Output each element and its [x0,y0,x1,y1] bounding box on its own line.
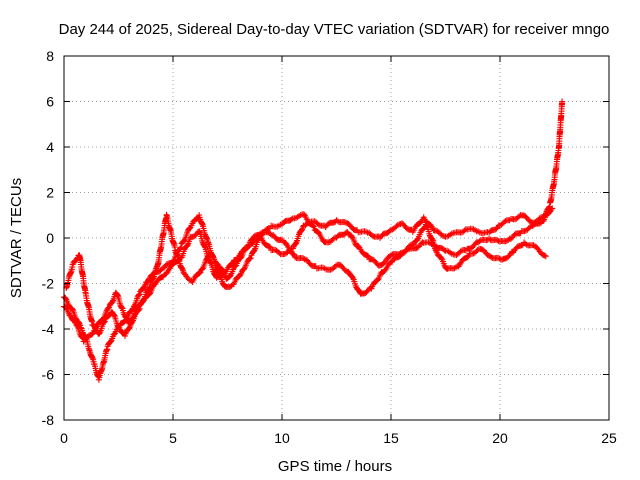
y-tick-label: 6 [46,94,54,110]
y-tick-label: -6 [42,367,55,383]
x-axis-label: GPS time / hours [278,458,392,475]
y-tick-label: 2 [46,185,54,201]
series-markers [61,205,556,345]
x-tick-label: 5 [169,430,177,446]
chart-title: Day 244 of 2025, Sidereal Day-to-day VTE… [59,21,610,38]
y-tick-label: 0 [46,230,54,246]
y-axis-label: SDTVAR / TECUs [8,178,25,298]
y-tick-label: -8 [42,412,55,428]
x-tick-label: 25 [601,430,617,446]
series-track-3 [61,205,556,345]
x-tick-label: 15 [383,430,399,446]
x-tick-label: 10 [274,430,290,446]
y-tick-label: -4 [42,321,55,337]
axes: 0 5 10 15 20 25 -8 -6 -4 -2 0 2 4 6 8 [42,48,617,446]
x-tick-label: 20 [492,430,508,446]
data-points [61,98,566,383]
y-tick-label: 4 [46,139,54,155]
x-tick-label: 0 [60,430,68,446]
series-markers [61,98,566,383]
y-tick-label: -2 [42,276,55,292]
series-track-1 [61,98,566,383]
y-tick-label: 8 [46,48,54,64]
